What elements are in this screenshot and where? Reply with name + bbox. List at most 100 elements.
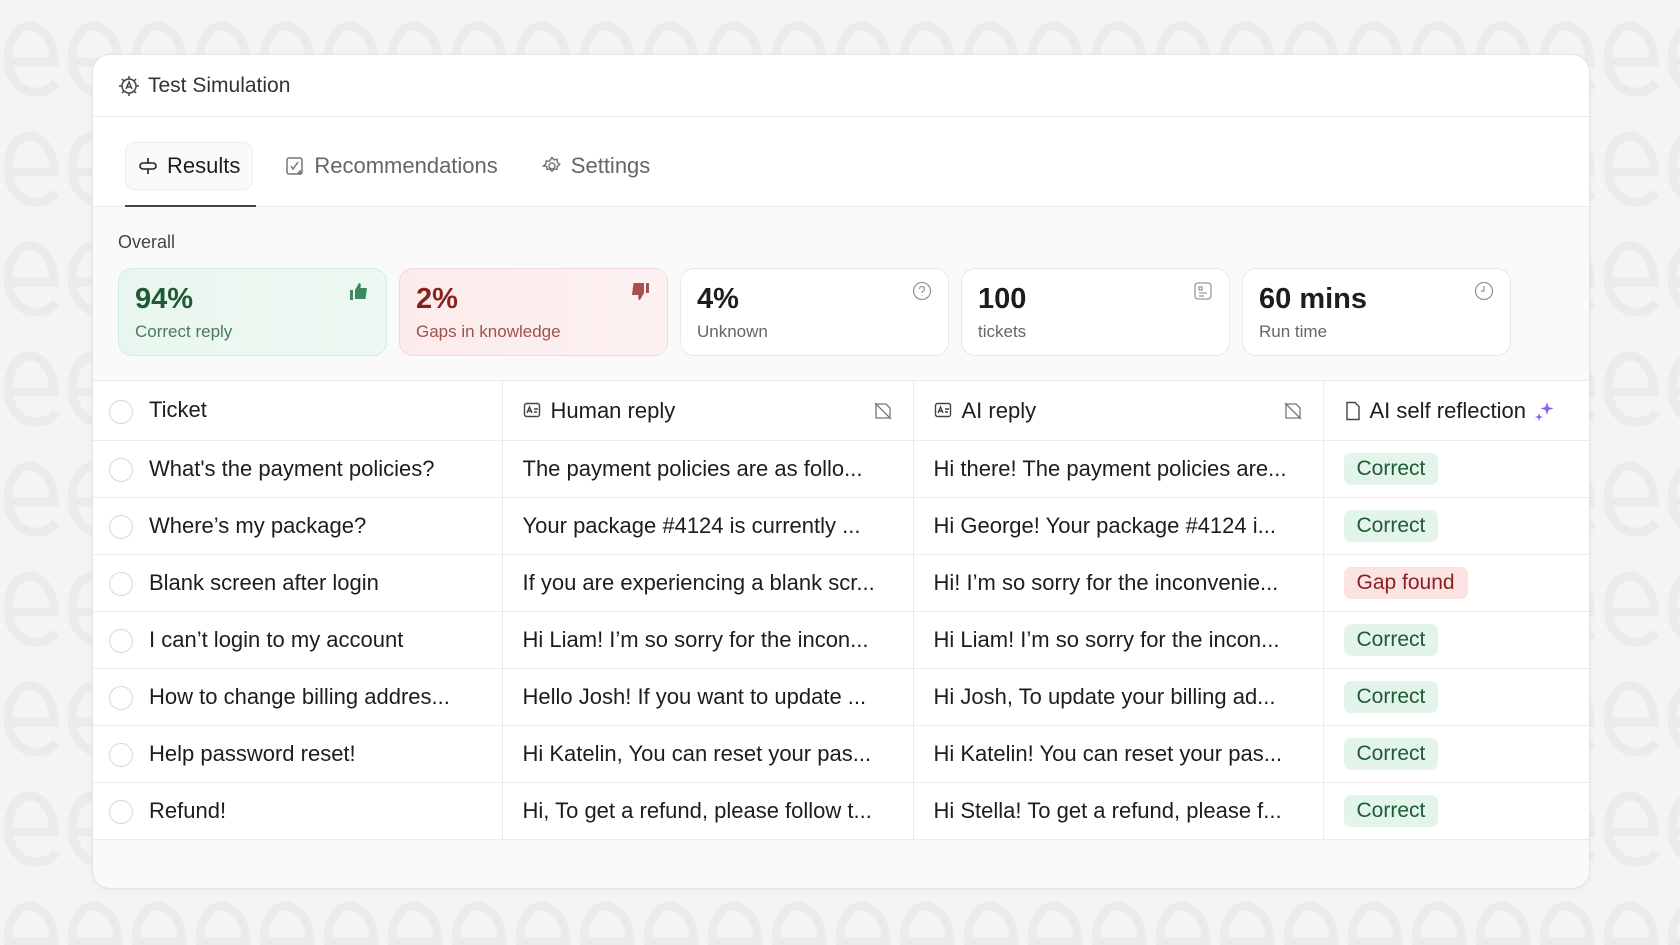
human-reply-cell: Hi Katelin, You can reset your pas... xyxy=(501,725,913,783)
ticket-title: Help password reset! xyxy=(149,740,356,766)
ticket-title: I can’t login to my account xyxy=(149,626,404,652)
select-all-checkbox[interactable] xyxy=(109,399,133,424)
table-row[interactable]: Help password reset! Hi Katelin, You can… xyxy=(93,725,1589,783)
ticket-cell: What's the payment policies? xyxy=(93,440,502,498)
row-checkbox[interactable] xyxy=(109,515,133,540)
simulation-panel: Test Simulation Results Recommendations … xyxy=(92,54,1590,889)
thumbs-up-icon xyxy=(350,283,367,300)
human-reply-cell: Hi, To get a refund, please follow t... xyxy=(501,782,913,840)
table-row[interactable]: I can’t login to my account Hi Liam! I’m… xyxy=(93,611,1589,669)
translate-icon xyxy=(523,402,540,417)
tab-recommendations[interactable]: Recommendations xyxy=(273,143,509,189)
table-row[interactable]: What's the payment policies? The payment… xyxy=(93,440,1589,498)
card-label: tickets xyxy=(978,322,1027,341)
page-title: Test Simulation xyxy=(148,73,291,97)
ticket-title: Refund! xyxy=(149,797,227,823)
overall-label: Overall xyxy=(118,232,176,252)
ai-chip-icon xyxy=(119,75,139,96)
ai-reply-cell: Hi! I’m so sorry for the inconvenie... xyxy=(912,554,1323,612)
table-row[interactable]: How to change billing addres... Hello Jo… xyxy=(93,668,1589,726)
title-bar: Test Simulation xyxy=(93,55,1589,117)
tab-bar: Results Recommendations Settings xyxy=(93,117,1589,207)
row-checkbox[interactable] xyxy=(109,572,133,597)
document-icon xyxy=(1345,401,1360,420)
header-ai-reply: AI reply xyxy=(912,380,1323,441)
status-badge: Correct xyxy=(1343,510,1439,542)
card-correct-reply: 94% Correct reply xyxy=(118,268,387,356)
status-badge: Correct xyxy=(1343,795,1439,827)
checklist-icon xyxy=(286,156,304,175)
ai-reply-cell: Hi Katelin! You can reset your pas... xyxy=(912,725,1323,783)
results-icon xyxy=(139,157,157,174)
ticket-cell: Where’s my package? xyxy=(93,497,502,555)
status-badge: Correct xyxy=(1343,624,1439,656)
tab-label: Settings xyxy=(570,152,651,178)
header-ticket: Ticket xyxy=(93,380,502,441)
status-badge: Correct xyxy=(1343,453,1439,485)
card-run-time: 60 mins Run time xyxy=(1242,268,1511,356)
human-reply-cell: Hi Liam! I’m so sorry for the incon... xyxy=(501,611,913,669)
row-checkbox[interactable] xyxy=(109,686,133,711)
hide-column-icon[interactable] xyxy=(1283,401,1303,421)
ai-reply-cell: Hi Josh, To update your billing ad... xyxy=(912,668,1323,726)
ticket-cell: Help password reset! xyxy=(93,725,502,783)
ticket-title: Where’s my package? xyxy=(149,512,367,538)
row-checkbox[interactable] xyxy=(109,743,133,768)
tab-settings[interactable]: Settings xyxy=(530,143,663,189)
status-badge: Correct xyxy=(1343,738,1439,770)
ticket-title: How to change billing addres... xyxy=(149,683,450,709)
human-reply-cell: Your package #4124 is currently ... xyxy=(501,497,913,555)
row-checkbox[interactable] xyxy=(109,458,133,483)
translate-icon xyxy=(934,402,951,417)
thumbs-down-icon xyxy=(632,283,649,300)
human-reply-cell: If you are experiencing a blank scr... xyxy=(501,554,913,612)
self-reflection-cell: Correct xyxy=(1322,611,1589,669)
card-value: 60 mins xyxy=(1259,283,1367,315)
ai-reply-cell: Hi Liam! I’m so sorry for the incon... xyxy=(912,611,1323,669)
table-header-row: Ticket Human reply AI reply AI self refl… xyxy=(93,380,1589,441)
question-icon xyxy=(912,281,932,301)
summary-cards: 94% Correct reply 2% Gaps in knowledge 4… xyxy=(118,268,1589,356)
table-row[interactable]: Where’s my package? Your package #4124 i… xyxy=(93,497,1589,555)
status-badge: Correct xyxy=(1343,681,1439,713)
tab-label: Results xyxy=(167,152,241,178)
row-checkbox[interactable] xyxy=(109,800,133,825)
results-table: Ticket Human reply AI reply AI self refl… xyxy=(93,380,1589,840)
status-badge: Gap found xyxy=(1343,567,1468,599)
ticket-cell: I can’t login to my account xyxy=(93,611,502,669)
card-unknown: 4% Unknown xyxy=(680,268,949,356)
human-reply-cell: The payment policies are as follo... xyxy=(501,440,913,498)
card-label: Unknown xyxy=(697,322,768,341)
header-label: Ticket xyxy=(149,397,207,423)
table-row[interactable]: Refund! Hi, To get a refund, please foll… xyxy=(93,782,1589,840)
self-reflection-cell: Correct xyxy=(1322,440,1589,498)
card-value: 94% xyxy=(135,283,194,315)
ticket-title: Blank screen after login xyxy=(149,569,379,595)
ai-reply-cell: Hi there! The payment policies are... xyxy=(912,440,1323,498)
hide-column-icon[interactable] xyxy=(873,401,893,421)
tab-results[interactable]: Results xyxy=(125,141,254,190)
ticket-cell: Refund! xyxy=(93,782,502,840)
ticket-icon xyxy=(1194,282,1212,300)
self-reflection-cell: Correct xyxy=(1322,497,1589,555)
card-gaps: 2% Gaps in knowledge xyxy=(399,268,668,356)
row-checkbox[interactable] xyxy=(109,629,133,654)
ticket-title: What's the payment policies? xyxy=(149,455,435,481)
header-label: Human reply xyxy=(550,397,676,423)
header-label: AI reply xyxy=(961,397,1037,423)
card-value: 2% xyxy=(416,283,458,315)
active-tab-indicator xyxy=(125,205,256,207)
ai-reply-cell: Hi George! Your package #4124 i... xyxy=(912,497,1323,555)
self-reflection-cell: Correct xyxy=(1322,725,1589,783)
card-label: Correct reply xyxy=(135,322,233,341)
header-label: AI self reflection xyxy=(1369,397,1527,423)
card-tickets: 100 tickets xyxy=(961,268,1230,356)
card-value: 4% xyxy=(697,283,739,315)
human-reply-cell: Hello Josh! If you want to update ... xyxy=(501,668,913,726)
self-reflection-cell: Gap found xyxy=(1322,554,1589,612)
ticket-cell: How to change billing addres... xyxy=(93,668,502,726)
ai-reply-cell: Hi Stella! To get a refund, please f... xyxy=(912,782,1323,840)
self-reflection-cell: Correct xyxy=(1322,782,1589,840)
ticket-cell: Blank screen after login xyxy=(93,554,502,612)
table-row[interactable]: Blank screen after login If you are expe… xyxy=(93,554,1589,612)
